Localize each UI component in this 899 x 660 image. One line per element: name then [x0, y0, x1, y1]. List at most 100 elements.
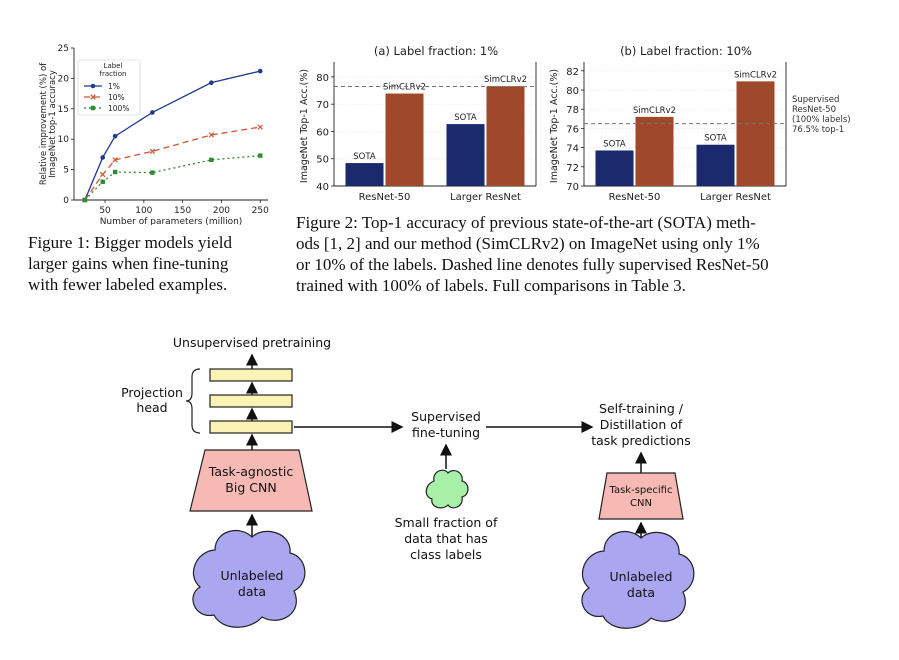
f1-x-tick-label: 100	[135, 206, 152, 216]
f1-series-line-1%	[84, 70, 261, 201]
f1-y-tick-label: 5	[63, 166, 69, 176]
f1-x-axis-label: Number of parameters (million)	[100, 217, 243, 225]
f1-y-tick-label: 25	[58, 44, 69, 54]
bar-y-tick-label: 60	[316, 127, 329, 138]
small-fraction-label-3: class labels	[410, 547, 482, 562]
small-fraction-label-2: data that has	[404, 531, 488, 546]
f1-legend-box	[77, 59, 141, 116]
figure2b-title: (b) Label fraction: 10%	[620, 44, 752, 58]
f1-x-tick-label: 50	[99, 206, 111, 216]
supervised-reference-label: Supervised ResNet-50 (100% labels) 76.5%…	[792, 95, 851, 135]
bar-y-tick-label: 78	[566, 105, 579, 116]
figure2a-chart: (a) Label fraction: 1% 40 50 60 70 80 ImageNe…	[299, 44, 537, 203]
bar-SimCLRv2	[635, 116, 674, 186]
bar-y-tick-label: 70	[316, 100, 329, 111]
bar-SOTA	[696, 144, 735, 186]
small-fraction-label-1: Small fraction of	[395, 515, 498, 530]
bar-y-tick-label: 72	[566, 163, 579, 174]
figure2-caption-line: trained with 100% of labels. Full compar…	[296, 276, 686, 295]
ref-label-line: ResNet-50	[792, 105, 836, 115]
f1-y-tick-label: 0	[63, 196, 69, 206]
f1-data-point	[100, 179, 105, 184]
bar-label-SOTA: SOTA	[454, 113, 477, 123]
f1-data-point	[150, 170, 155, 175]
bar-SOTA	[446, 124, 485, 186]
bar-SimCLRv2	[736, 81, 775, 186]
bar-SOTA	[345, 163, 384, 186]
bar-label-SOTA: SOTA	[353, 152, 376, 162]
bar-SimCLRv2	[385, 93, 424, 186]
bar-category-label: ResNet-50	[609, 192, 661, 203]
f1-series-line-10%	[84, 126, 261, 201]
f1-legend-title-1: Label	[104, 62, 123, 70]
bar-label-SOTA: SOTA	[603, 139, 626, 149]
f1-y-axis-label-1: Relative improvement (%) of	[39, 62, 49, 185]
self-training-label-3: task predictions	[591, 433, 691, 448]
bar-y-tick-label: 76	[566, 124, 579, 135]
unlabeled-data-left-label-2: data	[238, 584, 266, 599]
f1-legend-label: 100%	[108, 104, 129, 113]
f1-data-point	[208, 132, 215, 138]
f1-data-point	[149, 148, 156, 155]
bar-y-axis-label: ImageNet Top-1 Acc.(%)	[299, 69, 310, 183]
figure1-caption-line: Figure 1: Bigger models yield	[28, 233, 232, 252]
figure2-caption-line: Figure 2: Top-1 accuracy of previous sta…	[296, 213, 756, 232]
bar-y-tick-label: 82	[566, 67, 579, 78]
f1-data-point	[82, 197, 88, 203]
f1-legend-marker	[90, 105, 96, 111]
projection-head-label-1: Projection	[121, 385, 183, 400]
bar-category-label: ResNet-50	[359, 192, 411, 203]
unlabeled-data-right-label-2: data	[627, 585, 655, 600]
bar-y-tick-label: 80	[566, 86, 579, 97]
f1-data-point	[112, 133, 118, 139]
f1-data-point	[112, 157, 118, 163]
f1-series-line-100%	[84, 154, 261, 201]
f1-data-point	[257, 124, 263, 130]
figure1-caption-line: with fewer labeled examples.	[28, 275, 228, 294]
figure2a-title: (a) Label fraction: 1%	[374, 44, 498, 58]
bar-y-tick-label: 80	[316, 73, 329, 84]
figure1-chart: 0 5 10 15 20 25 50 100 150 200 250 Number of parame…	[39, 44, 269, 225]
figure1-caption-line: larger gains when fine-tuning	[28, 254, 229, 273]
f1-legend-marker	[90, 83, 96, 89]
f1-data-point	[100, 155, 106, 160]
f1-data-point	[257, 68, 263, 74]
projection-layer-top	[209, 368, 293, 382]
f1-data-point	[209, 80, 214, 85]
figure2-caption-line: ods [1, 2] and our method (SimCLRv2) on …	[296, 234, 760, 253]
bar-y-tick-label: 74	[566, 144, 579, 155]
bar-label-SimCLRv2: SimCLRv2	[633, 106, 676, 116]
f1-legend-label: 1%	[108, 82, 120, 91]
bar-SOTA	[595, 150, 634, 186]
bar-y-axis-label: ImageNet Top-1 Acc.(%)	[549, 69, 560, 183]
big-cnn-label-1: Task-agnostic	[208, 464, 294, 479]
f1-data-point	[209, 157, 214, 163]
figure2-caption: Figure 2: Top-1 accuracy of previous sta…	[296, 212, 886, 296]
projection-layer-bottom	[209, 420, 293, 434]
unlabeled-data-right-label-1: Unlabeled	[610, 569, 673, 584]
f1-x-tick-label: 250	[252, 206, 269, 216]
f1-legend-marker	[90, 94, 96, 100]
task-specific-cnn-label-1: Task-specific	[609, 485, 673, 496]
f1-data-point	[258, 153, 263, 158]
f1-y-tick-label: 10	[58, 135, 70, 145]
f1-data-point	[150, 110, 155, 115]
big-cnn-label-2: Big CNN	[225, 480, 276, 495]
projection-head-label-2: head	[136, 400, 167, 415]
task-specific-cnn-block	[598, 472, 684, 520]
bar-y-tick-label: 40	[316, 182, 329, 193]
unlabeled-data-cloud-right	[581, 530, 695, 629]
bar-SimCLRv2	[486, 86, 525, 186]
f1-y-tick-label: 20	[58, 74, 70, 84]
projection-head-brace	[185, 368, 201, 434]
f1-legend-label: 10%	[108, 93, 125, 102]
self-training-label-2: Distillation of	[600, 417, 683, 432]
figure1-caption: Figure 1: Bigger models yield larger gai…	[28, 232, 288, 295]
f1-legend-title-2: fraction	[100, 70, 127, 78]
bar-category-label: Larger ResNet	[700, 192, 771, 203]
bar-y-tick-label: 50	[316, 155, 329, 166]
f1-y-tick-label: 15	[58, 105, 69, 115]
self-training-label-1: Self-training /	[599, 401, 684, 416]
task-specific-cnn-label-2: CNN	[630, 498, 652, 509]
bar-category-label: Larger ResNet	[450, 192, 521, 203]
